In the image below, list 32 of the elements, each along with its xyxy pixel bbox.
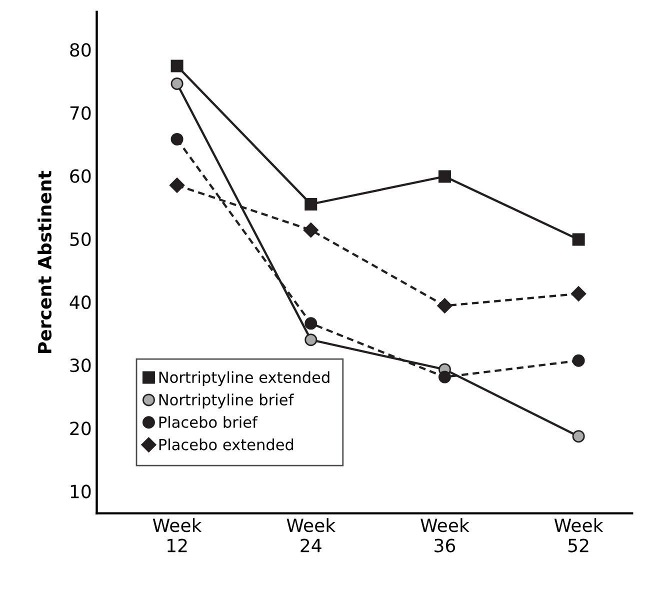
point: [438, 170, 451, 183]
point: [304, 334, 318, 346]
point: [570, 286, 586, 302]
point: [170, 132, 184, 146]
y-tick-label: 30: [70, 358, 91, 372]
point: [572, 233, 585, 246]
point: [437, 298, 452, 314]
legend-label: Placebo brief: [159, 416, 258, 428]
legend-label: Nortriptyline extended: [159, 371, 330, 386]
legend-label: Nortriptyline brief: [159, 394, 294, 408]
point: [170, 77, 184, 90]
x-tick-label: Week 52: [554, 518, 604, 552]
point: [304, 317, 318, 330]
y-tick-label: 70: [70, 106, 91, 120]
y-tick-label: 80: [70, 43, 91, 57]
y-tick-label: 50: [70, 232, 91, 246]
point: [169, 178, 185, 193]
point: [572, 354, 585, 367]
y-tick-label: 10: [70, 484, 91, 498]
y-tick-label: 40: [70, 295, 91, 310]
y-tick-label: 20: [70, 422, 91, 436]
x-tick-label: Week 24: [286, 518, 336, 552]
point: [303, 222, 318, 238]
y-tick-label: 60: [70, 169, 91, 183]
point: [170, 60, 184, 72]
point: [438, 370, 451, 384]
point: [572, 430, 585, 443]
y-axis-title: Percent Abstinent: [38, 170, 52, 353]
legend-label: Placebo extended: [159, 438, 294, 450]
point: [304, 198, 318, 210]
x-tick-label: Week 36: [420, 518, 470, 552]
x-tick-label: Week 12: [152, 518, 202, 552]
